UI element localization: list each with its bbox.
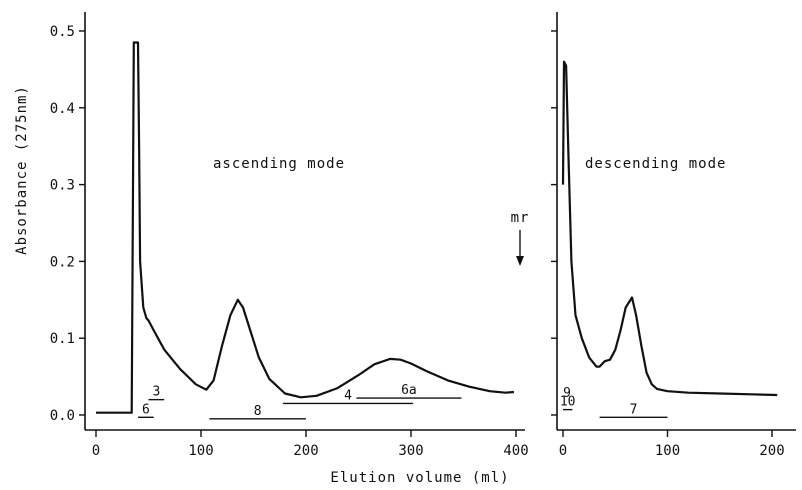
- y-tick-label: 0.0: [50, 408, 75, 424]
- y-axis-title: Absorbance (275nm): [14, 85, 30, 255]
- descending-mode-annotation: descending mode: [585, 156, 726, 172]
- descending-elution-curve: [561, 60, 778, 397]
- fraction-3-label: 3: [152, 385, 160, 400]
- y-tick-label: 0.5: [50, 24, 75, 40]
- ascending-panel: ascending mode mr 0 100 200 300 400 0.0 0.1 0.2…: [50, 12, 530, 459]
- y-tick-label: 0.2: [50, 254, 75, 270]
- ascending-x-tick-label: 200: [293, 443, 318, 459]
- ascending-elution-curve: [96, 41, 514, 414]
- ascending-x-tick-label: 300: [398, 443, 423, 459]
- mr-marker-label: mr: [511, 210, 530, 226]
- descending-x-tick-label: 200: [759, 443, 784, 459]
- ascending-x-tick-label: 100: [188, 443, 213, 459]
- fraction-4-label: 4: [344, 388, 352, 403]
- descending-x-tick-label: 0: [559, 443, 567, 459]
- ascending-mode-annotation: ascending mode: [213, 156, 345, 172]
- fraction-6-label: 6: [142, 402, 150, 417]
- fraction-7-label: 7: [630, 402, 638, 417]
- y-tick-label: 0.1: [50, 331, 75, 347]
- y-tick-label: 0.3: [50, 178, 75, 194]
- y-tick-label: 0.4: [50, 101, 75, 117]
- fraction-8-label: 8: [254, 404, 262, 419]
- fraction-6a-label: 6a: [401, 383, 417, 398]
- x-axis-title: Elution volume (ml): [330, 470, 509, 486]
- fraction-10-label: 10: [560, 395, 576, 410]
- descending-x-tick-label: 100: [655, 443, 680, 459]
- ascending-x-tick-label: 400: [503, 443, 528, 459]
- mr-arrow-head: [516, 256, 524, 266]
- ascending-x-tick-label: 0: [92, 443, 100, 459]
- descending-panel: descending mode 0 100 200 910 7: [551, 12, 796, 459]
- fraction-9-label: 9: [563, 386, 571, 401]
